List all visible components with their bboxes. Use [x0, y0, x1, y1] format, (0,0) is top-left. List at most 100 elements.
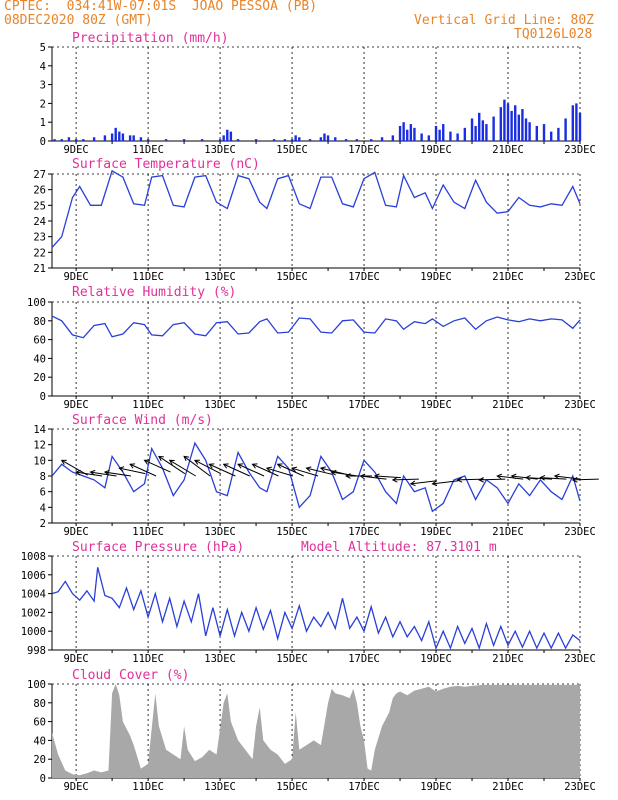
precip-bar: [308, 139, 312, 141]
panel-title: Precipitation (mm/h): [72, 31, 229, 46]
wind-arrow-head: [553, 473, 560, 480]
y-tick-label: 1006: [21, 570, 46, 582]
y-tick-label: 1002: [21, 607, 46, 619]
wind-arrow: [457, 478, 484, 481]
x-tick-label: 21DEC: [492, 526, 524, 538]
wind-arrow: [572, 478, 599, 481]
wind-arrow: [104, 471, 131, 477]
y-tick-label: 23: [33, 232, 46, 244]
wind-arrow-head: [496, 473, 503, 480]
wind-arrow: [554, 475, 581, 480]
precip-bar: [571, 105, 575, 141]
precip-bar: [492, 116, 495, 141]
header-source: CPTEC:: [4, 0, 51, 14]
x-tick-label: 21DEC: [492, 144, 524, 156]
x-tick-label: 9DEC: [63, 781, 88, 793]
x-tick-label: 19DEC: [420, 526, 452, 538]
x-tick-label: 15DEC: [276, 781, 308, 793]
precip-bar: [427, 135, 431, 141]
wind-arrow: [410, 480, 437, 485]
precip-bar: [229, 131, 233, 141]
x-tick-label: 15DEC: [276, 526, 308, 538]
y-tick-label: 40: [33, 735, 46, 747]
precip-bar: [53, 139, 56, 141]
y-tick-label: 0: [40, 136, 46, 148]
series-line: [51, 315, 581, 339]
header-model-code: TQ0126L028: [514, 27, 593, 42]
wind-arrow-head: [222, 463, 229, 469]
x-tick-label: 13DEC: [204, 271, 236, 283]
x-tick-label: 17DEC: [348, 653, 380, 665]
wind-arrow-head: [60, 459, 67, 465]
y-tick-label: 1000: [21, 626, 46, 638]
wind-arrow-head: [539, 474, 546, 481]
precip-bar: [506, 103, 510, 141]
precip-bar: [485, 124, 488, 141]
precip-bar: [344, 139, 348, 141]
precip-bar: [413, 127, 416, 141]
y-tick-label: 25: [33, 200, 46, 212]
wind-arrow-head: [456, 476, 463, 483]
panel-title: Relative Humidity (%): [72, 285, 236, 300]
precip-bar: [118, 131, 121, 141]
y-tick-label: 5: [40, 42, 46, 54]
x-tick-label: 11DEC: [132, 653, 164, 665]
wind-arrow-head: [305, 466, 312, 472]
wind-arrow: [158, 455, 186, 475]
wind-arrow-head: [409, 480, 416, 487]
precip-bar: [60, 139, 63, 141]
wind-arrow-head: [359, 473, 366, 480]
precip-bar: [463, 127, 467, 141]
precip-bar: [298, 137, 301, 141]
wind-arrow: [497, 475, 524, 480]
wind-arrow-head: [265, 466, 272, 473]
header-location: JOAO PESSOA (PB): [191, 0, 318, 14]
x-tick-label: 21DEC: [492, 653, 524, 665]
precip-bar: [456, 133, 459, 141]
precip-bar: [121, 133, 125, 141]
y-tick-label: 80: [33, 316, 46, 328]
y-tick-label: 2: [40, 518, 46, 530]
precip-bar: [517, 114, 521, 141]
precip-bar: [420, 133, 423, 141]
wind-arrow: [306, 467, 333, 475]
wind-arrow-head: [143, 459, 150, 465]
precip-bar: [449, 131, 452, 141]
wind-arrow: [169, 459, 196, 477]
y-tick-label: 40: [33, 353, 46, 365]
wind-arrow-head: [237, 463, 244, 469]
wind-arrow-head: [168, 459, 175, 465]
x-tick-label: 9DEC: [63, 271, 88, 283]
x-tick-label: 15DEC: [276, 399, 308, 411]
y-tick-label: 100: [27, 679, 46, 691]
precip-bar: [132, 135, 135, 141]
y-tick-label: 6: [40, 487, 46, 499]
x-tick-label: 9DEC: [63, 653, 88, 665]
series-line: [51, 169, 581, 249]
wind-arrow-head: [129, 463, 136, 469]
wind-arrow: [183, 456, 211, 477]
x-tick-label: 13DEC: [204, 653, 236, 665]
precip-bar: [499, 107, 503, 141]
x-tick-label: 11DEC: [132, 399, 164, 411]
x-tick-label: 21DEC: [492, 781, 524, 793]
precip-bar: [478, 112, 481, 141]
panel-subtitle: Model Altitude: 87.3101 m: [301, 540, 497, 555]
precip-bar: [114, 127, 117, 141]
wind-arrow: [194, 459, 222, 475]
precip-bar: [254, 139, 258, 141]
wind-arrow: [90, 471, 117, 477]
precip-bar: [110, 133, 114, 141]
precip-bar: [470, 118, 474, 141]
wind-arrow: [331, 471, 358, 477]
wind-arrow-head: [330, 469, 337, 476]
panel-title: Surface Wind (m/s): [72, 413, 213, 428]
precip-bar: [557, 127, 560, 141]
wind-arrow-head: [373, 473, 380, 480]
wind-arrow: [119, 467, 146, 475]
y-tick-label: 4: [40, 502, 46, 514]
wind-arrow-head: [183, 455, 190, 462]
y-tick-label: 27: [33, 169, 46, 181]
header-date: 08DEC2020 80Z (GMT): [4, 13, 153, 28]
wind-arrow: [76, 471, 103, 477]
